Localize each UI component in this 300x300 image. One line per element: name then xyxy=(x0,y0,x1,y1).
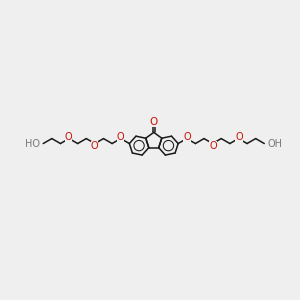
Text: O: O xyxy=(91,140,98,151)
Text: O: O xyxy=(116,132,124,142)
Text: O: O xyxy=(65,132,73,142)
Text: OH: OH xyxy=(267,139,282,148)
Text: O: O xyxy=(235,132,243,142)
Text: O: O xyxy=(150,117,158,127)
Text: O: O xyxy=(209,140,217,151)
Text: HO: HO xyxy=(25,139,40,148)
Text: O: O xyxy=(183,132,191,142)
